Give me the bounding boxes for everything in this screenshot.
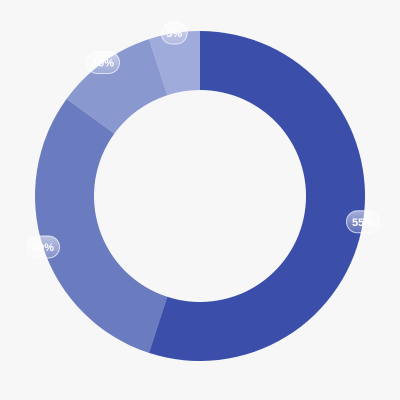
slice-label-30pct: 30% — [26, 235, 61, 259]
slice-label-55pct: 55% — [345, 210, 380, 234]
donut-slices — [35, 31, 366, 361]
donut-slice-10pct — [66, 39, 168, 134]
donut-slice-5pct — [149, 31, 200, 96]
slice-label-10pct: 10% — [86, 51, 121, 75]
donut-slice-55pct — [149, 31, 366, 361]
slice-label-text: 30% — [32, 242, 54, 254]
donut-slice-30pct — [35, 99, 168, 353]
donut-labels: 55% 30% 10% 5% — [26, 21, 380, 259]
slice-label-text: 10% — [92, 58, 114, 70]
slice-label-text: 55% — [352, 217, 374, 229]
slice-label-text: 5% — [166, 28, 182, 40]
slice-label-5pct: 5% — [160, 21, 188, 45]
